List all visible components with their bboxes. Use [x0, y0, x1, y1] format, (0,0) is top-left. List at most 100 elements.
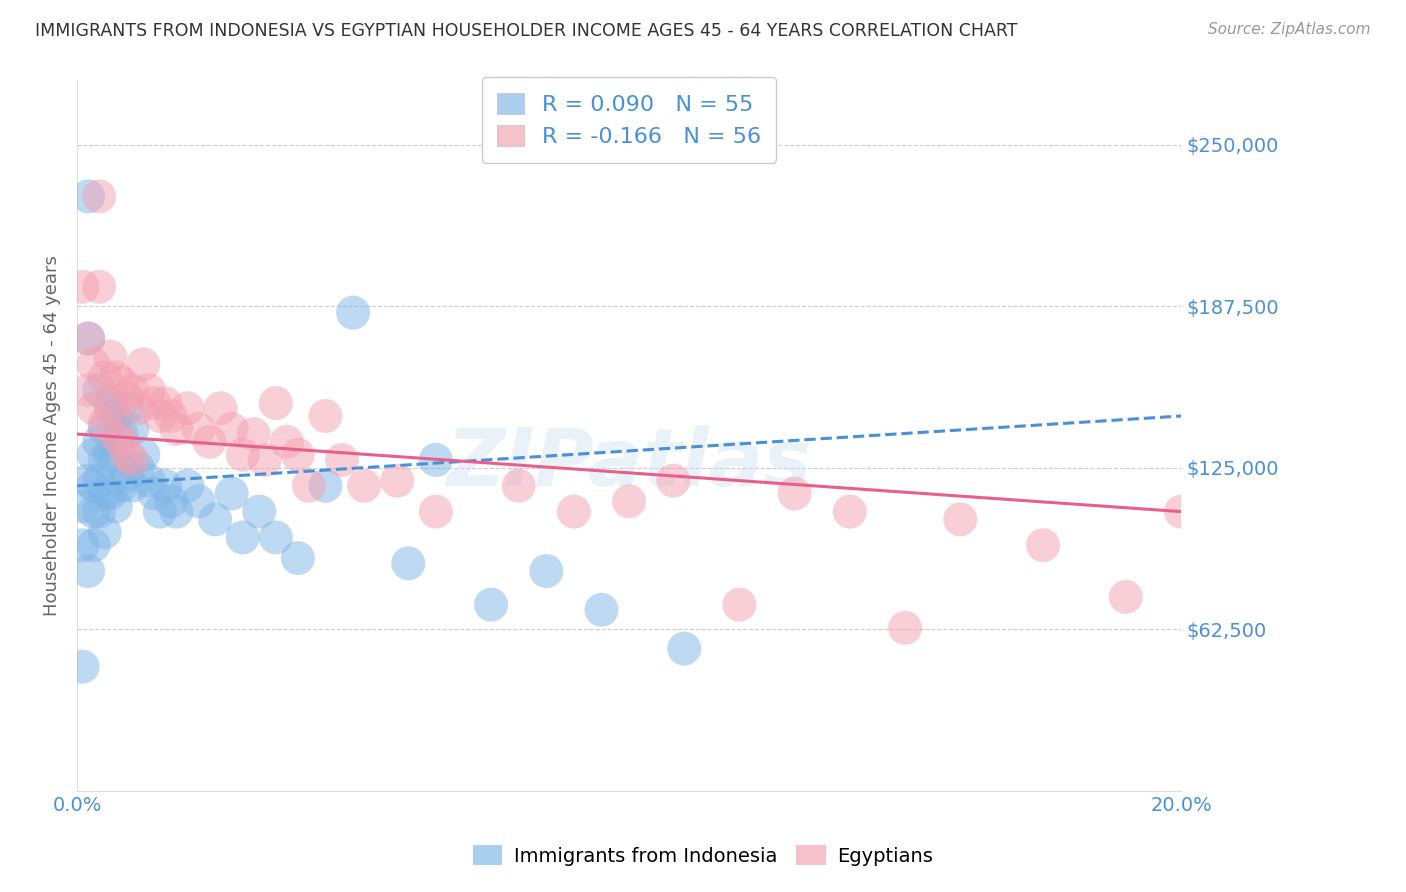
Point — [98, 350, 121, 364]
Point — [89, 434, 111, 449]
Point — [242, 427, 264, 442]
Point — [536, 564, 558, 578]
Point — [93, 486, 115, 500]
Point — [221, 486, 243, 500]
Point — [104, 409, 127, 423]
Point — [342, 305, 364, 319]
Point — [121, 383, 143, 397]
Point — [77, 564, 100, 578]
Y-axis label: Householder Income Ages 45 - 64 years: Householder Income Ages 45 - 64 years — [44, 255, 60, 615]
Point — [155, 479, 177, 493]
Point — [138, 383, 160, 397]
Point — [93, 417, 115, 431]
Point — [98, 396, 121, 410]
Point — [98, 448, 121, 462]
Point — [232, 531, 254, 545]
Text: IMMIGRANTS FROM INDONESIA VS EGYPTIAN HOUSEHOLDER INCOME AGES 45 - 64 YEARS CORR: IMMIGRANTS FROM INDONESIA VS EGYPTIAN HO… — [35, 22, 1018, 40]
Point — [160, 494, 183, 508]
Point — [104, 500, 127, 514]
Point — [77, 383, 100, 397]
Point — [132, 357, 155, 371]
Point — [89, 383, 111, 397]
Point — [176, 401, 198, 416]
Point — [1032, 538, 1054, 552]
Point — [143, 486, 166, 500]
Legend: Immigrants from Indonesia, Egyptians: Immigrants from Indonesia, Egyptians — [465, 838, 941, 873]
Point — [949, 512, 972, 526]
Point — [253, 453, 276, 467]
Text: ZIPatlas: ZIPatlas — [447, 425, 811, 503]
Point — [894, 621, 917, 635]
Point — [89, 189, 111, 203]
Point — [83, 505, 105, 519]
Point — [149, 505, 172, 519]
Point — [77, 189, 100, 203]
Point — [232, 448, 254, 462]
Point — [562, 505, 585, 519]
Point — [104, 427, 127, 442]
Point — [330, 453, 353, 467]
Point — [110, 376, 132, 390]
Point — [425, 505, 447, 519]
Point — [165, 422, 187, 436]
Point — [276, 434, 298, 449]
Point — [77, 331, 100, 345]
Point — [783, 486, 806, 500]
Point — [287, 551, 309, 566]
Point — [121, 479, 143, 493]
Point — [353, 479, 375, 493]
Point — [110, 479, 132, 493]
Point — [115, 391, 138, 405]
Point — [98, 486, 121, 500]
Point — [247, 505, 270, 519]
Point — [287, 448, 309, 462]
Point — [132, 448, 155, 462]
Point — [160, 409, 183, 423]
Point — [396, 556, 419, 570]
Legend: R = 0.090   N = 55, R = -0.166   N = 56: R = 0.090 N = 55, R = -0.166 N = 56 — [482, 77, 776, 162]
Point — [83, 401, 105, 416]
Point — [591, 603, 613, 617]
Point — [72, 500, 94, 514]
Point — [387, 474, 409, 488]
Point — [728, 598, 751, 612]
Point — [93, 525, 115, 540]
Point — [264, 396, 287, 410]
Point — [121, 453, 143, 467]
Point — [143, 396, 166, 410]
Point — [1115, 590, 1137, 604]
Point — [617, 494, 640, 508]
Point — [115, 468, 138, 483]
Point — [83, 357, 105, 371]
Point — [110, 427, 132, 442]
Point — [204, 512, 226, 526]
Point — [83, 538, 105, 552]
Point — [104, 453, 127, 467]
Point — [187, 422, 209, 436]
Point — [104, 370, 127, 384]
Point — [115, 401, 138, 416]
Point — [127, 460, 149, 475]
Point — [673, 641, 696, 656]
Point — [425, 453, 447, 467]
Point — [176, 479, 198, 493]
Point — [83, 479, 105, 493]
Point — [127, 401, 149, 416]
Point — [89, 474, 111, 488]
Point — [198, 434, 221, 449]
Point — [662, 474, 685, 488]
Point — [72, 538, 94, 552]
Point — [77, 474, 100, 488]
Point — [93, 453, 115, 467]
Point — [83, 448, 105, 462]
Point — [121, 422, 143, 436]
Point — [89, 505, 111, 519]
Point — [314, 479, 336, 493]
Point — [209, 401, 232, 416]
Point — [77, 331, 100, 345]
Point — [138, 474, 160, 488]
Text: Source: ZipAtlas.com: Source: ZipAtlas.com — [1208, 22, 1371, 37]
Point — [93, 370, 115, 384]
Point — [165, 505, 187, 519]
Point — [72, 280, 94, 294]
